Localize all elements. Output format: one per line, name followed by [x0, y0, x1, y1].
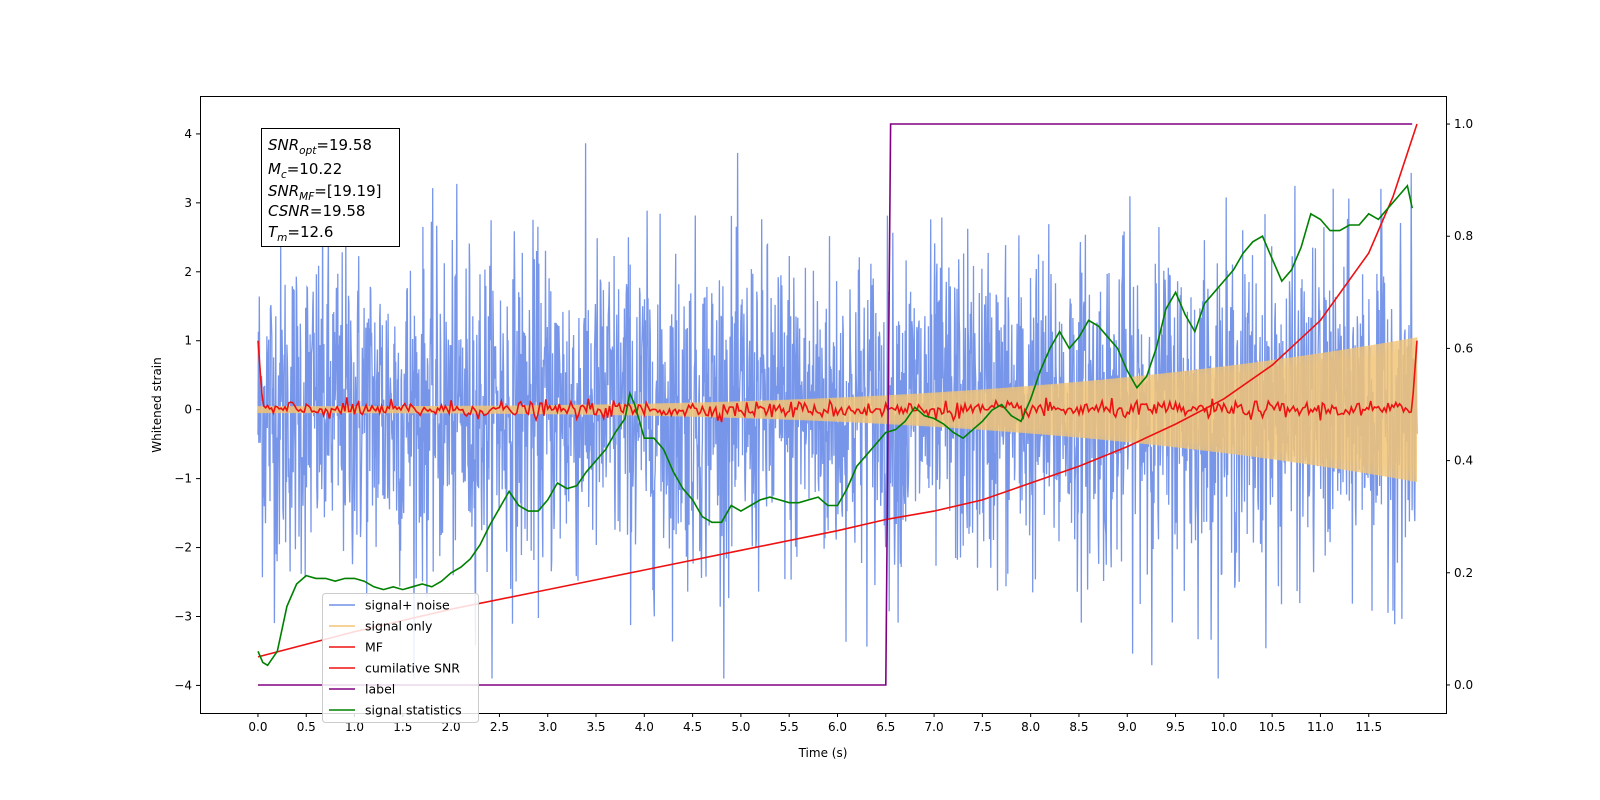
legend: signal+ noise signal only MF cumilative SNR… [322, 593, 479, 723]
y-tick-label: −2 [174, 541, 192, 555]
legend-label: label [365, 682, 395, 697]
y2-tick-label: 1.0 [1454, 117, 1473, 131]
x-tick-label: 9.5 [1166, 720, 1185, 734]
y2-tick-label: 0.4 [1454, 454, 1473, 468]
x-tick-label: 7.5 [973, 720, 992, 734]
x-tick-label: 2.0 [442, 720, 461, 734]
x-tick-label: 11.5 [1355, 720, 1382, 734]
info-snr-opt: SNRopt=19.58 [268, 136, 372, 157]
cumilative-snr-line [257, 123, 1418, 658]
y-tick-label: 3 [184, 196, 192, 210]
x-tick-label: 1.5 [393, 720, 412, 734]
x-tick-label: 10.0 [1210, 720, 1237, 734]
x-tick-label: 8.5 [1069, 720, 1088, 734]
x-tick-label: 8.0 [1021, 720, 1040, 734]
legend-label: signal+ noise [365, 598, 450, 613]
y-tick-label: −3 [174, 609, 192, 623]
x-tick-label: 6.0 [828, 720, 847, 734]
signal-statistics-line [257, 183, 1413, 667]
y-tick-label: 4 [184, 127, 192, 141]
y2-tick-label: 0.2 [1454, 566, 1473, 580]
x-tick-label: 9.0 [1118, 720, 1137, 734]
y2-tick-label: 0.6 [1454, 341, 1473, 355]
x-tick-label: 3.0 [538, 720, 557, 734]
info-tm: Tm=12.6 [268, 223, 333, 244]
info-box-frame [261, 128, 400, 247]
y-axis-label: Whitened strain [150, 357, 164, 453]
y-tick-label: −1 [174, 472, 192, 486]
x-tick-label: 11.0 [1307, 720, 1334, 734]
legend-frame [322, 593, 479, 723]
series-4 [258, 123, 1413, 686]
info-box: SNRopt=19.58 Mc=10.22 SNRMF=[19.19] CSNR… [261, 128, 400, 247]
x-axis: 0.0 0.5 1.0 1.5 2.0 2.5 3.0 3.5 4.0 4.5 5.0 5.5 6.0 6… [248, 713, 1382, 734]
series-2 [257, 340, 1418, 423]
series-5 [257, 183, 1413, 667]
x-tick-label: 4.5 [683, 720, 702, 734]
x-axis-label: Time (s) [798, 746, 848, 760]
x-tick-label: 3.5 [586, 720, 605, 734]
series-3 [257, 123, 1418, 658]
x-tick-label: 4.0 [635, 720, 654, 734]
y-tick-label: 0 [184, 403, 192, 417]
y2-tick-label: 0.8 [1454, 229, 1473, 243]
legend-label: MF [365, 640, 383, 655]
x-tick-label: 6.5 [876, 720, 895, 734]
x-tick-label: 10.5 [1259, 720, 1286, 734]
y-axis-right: 0.0 0.2 0.4 0.6 0.8 1.0 [1446, 117, 1473, 692]
legend-label: signal only [365, 619, 433, 634]
info-csnr: CSNR=19.58 [268, 202, 365, 220]
info-mc: Mc=10.22 [268, 160, 342, 181]
y-tick-label: 2 [184, 265, 192, 279]
legend-label: signal statistics [365, 703, 462, 718]
y-axis-left: −4 −3 −2 −1 0 1 2 3 4 [174, 127, 200, 692]
y-tick-label: 1 [184, 334, 192, 348]
x-tick-label: 5.5 [780, 720, 799, 734]
x-tick-label: 1.0 [345, 720, 364, 734]
y2-tick-label: 0.0 [1454, 678, 1473, 692]
y-tick-label: −4 [174, 678, 192, 692]
info-snr-mf: SNRMF=[19.19] [268, 182, 382, 203]
plot-layer [257, 123, 1418, 686]
legend-label: cumilative SNR [365, 661, 460, 676]
mf-line [257, 340, 1418, 423]
x-tick-label: 5.0 [731, 720, 750, 734]
label-line [258, 123, 1413, 686]
x-tick-label: 0.5 [297, 720, 316, 734]
x-tick-label: 7.0 [925, 720, 944, 734]
x-tick-label: 0.0 [248, 720, 267, 734]
x-tick-label: 2.5 [490, 720, 509, 734]
plot-frame [200, 96, 1447, 714]
